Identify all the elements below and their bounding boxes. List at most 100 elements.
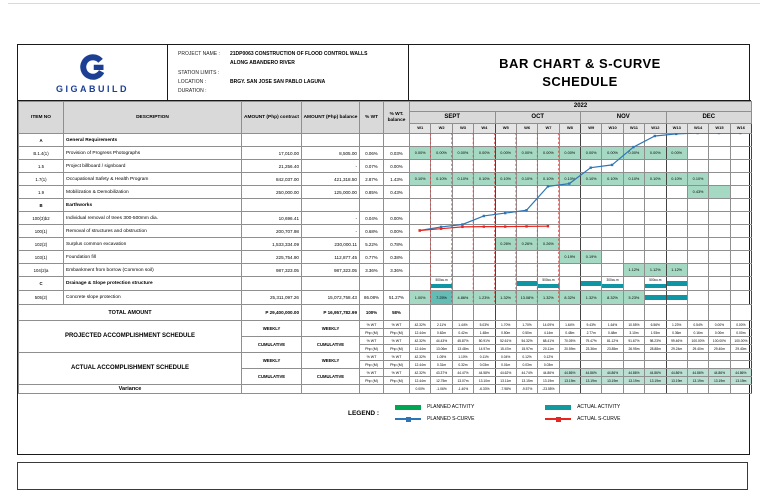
description-cell: Removal of structures and obstruction	[63, 224, 242, 238]
schedule-value-cell: 13.15m	[515, 376, 539, 385]
schedule-value-cell: -7.98%	[494, 384, 517, 394]
week-cell	[665, 211, 688, 225]
schedule-value-cell	[708, 360, 731, 369]
legend-line-swatch	[395, 416, 422, 422]
column-header: % WT	[359, 101, 384, 134]
week-cell	[708, 198, 731, 212]
schedule-value-cell: 0.50m	[515, 328, 539, 337]
project-info-row: ALONG ABANDERO RIVER	[178, 59, 408, 68]
month-header: SEPT	[409, 111, 496, 124]
footer-box	[17, 462, 748, 490]
activity-bar	[581, 281, 601, 286]
activity-bar	[517, 281, 537, 286]
total-weight: 100%	[359, 304, 384, 321]
week-cell	[665, 304, 688, 321]
weight-balance-cell	[383, 276, 410, 291]
week-cell	[686, 211, 710, 225]
schedule-value-cell: 91.67%	[622, 336, 646, 345]
amount-contract-cell: 1,533,334.09	[241, 237, 302, 251]
week-header: W10	[601, 123, 624, 134]
week-cell: 500cu.m	[537, 276, 560, 291]
project-info-value: BRGY. SAN JOSE SAN PABLO LAGUNA	[230, 78, 326, 85]
week-cell: 0.00%	[601, 146, 624, 160]
schedule-value-cell: 13.19m	[622, 376, 646, 385]
schedule-value-cell: 0.04%	[494, 352, 517, 361]
logo: GIGABUILD	[18, 45, 168, 101]
week-cell	[729, 276, 753, 291]
schedule-value-cell	[558, 360, 582, 369]
php-unit: Php (M)	[359, 344, 384, 353]
week-cell: 1.23%	[473, 290, 496, 305]
week-cell	[558, 159, 582, 173]
week-cell	[558, 211, 582, 225]
week-cell	[622, 211, 646, 225]
item-no-cell: 1.5	[18, 159, 64, 173]
schedule-value-cell: 0.48m	[558, 328, 582, 337]
schedule-value-cell: 23.36m	[579, 344, 603, 353]
week-cell	[644, 224, 667, 238]
week-cell	[708, 224, 731, 238]
week-cell	[644, 250, 667, 264]
legend-item: ACTUAL ACTIVITY	[545, 404, 695, 410]
schedule-value-cell: 44.86%	[708, 368, 731, 377]
quantity-label: 500cu.m	[435, 278, 448, 283]
legend-item: PLANNED S-CURVE	[395, 416, 545, 422]
item-no-cell: B.1.4(1)	[18, 146, 64, 160]
legend-item: PLANNED ACTIVITY	[395, 404, 545, 410]
schedule-value-cell	[601, 384, 624, 394]
week-cell: 0.43%	[686, 185, 710, 199]
week-header: W7	[537, 123, 560, 134]
week-cell: 0.00%	[473, 146, 496, 160]
table-row: B Earthworks	[18, 198, 753, 212]
cumulative-label: CUMULATIVE	[301, 368, 360, 385]
table-row: C Drainage & Slope protection structure 50…	[18, 276, 753, 291]
schedule-value-cell: 14.09%	[537, 320, 560, 329]
week-cell: 0.10%	[430, 172, 453, 186]
week-header: W4	[473, 123, 496, 134]
week-cell	[708, 133, 731, 147]
month-header: OCT	[494, 111, 581, 124]
schedule-value-cell: 44.86%	[601, 368, 624, 377]
week-cell	[622, 237, 646, 251]
schedule-value-cell: 13.07m	[451, 376, 475, 385]
week-cell	[686, 304, 710, 321]
week-cell	[729, 224, 753, 238]
week-cell	[408, 211, 432, 225]
document-title: BAR CHART & S-CURVE SCHEDULE	[409, 45, 751, 101]
quantity-label: 500cu.m	[542, 278, 555, 283]
activity-bar	[602, 284, 623, 288]
week-cell	[558, 237, 582, 251]
schedule-value-cell	[601, 352, 624, 361]
week-cell	[601, 263, 624, 277]
week-cell	[430, 133, 453, 147]
schedule-value-cell: 15.47m	[494, 344, 517, 353]
php-unit: Php (M)	[383, 360, 410, 369]
schedule-value-cell: 44.86%	[729, 368, 753, 377]
week-cell: 0.10%	[473, 172, 496, 186]
table-row: 1.7(1) Occupational Safety & Health Progr…	[18, 172, 753, 186]
week-cell	[473, 263, 496, 277]
item-no-cell: 1.7(1)	[18, 172, 64, 186]
schedule-value-cell: 45.87%	[451, 336, 475, 345]
week-cell	[644, 185, 667, 199]
week-cell: 0.19%	[579, 250, 603, 264]
week-cell: 1.12%	[665, 263, 688, 277]
activity-bar	[538, 284, 559, 288]
week-cell	[729, 250, 753, 264]
amount-contract-cell	[241, 276, 302, 291]
schedule-value-cell: 44.86%	[622, 368, 646, 377]
week-cell	[708, 290, 731, 305]
schedule-value-cell: 0.12%	[537, 352, 560, 361]
week-cell	[430, 263, 453, 277]
pct-unit: % WT	[359, 336, 384, 345]
schedule-value-cell: -9.57%	[515, 384, 539, 394]
weight-balance-cell: 0.00%	[383, 224, 410, 238]
schedule-value-cell: 0.00%	[708, 320, 731, 329]
week-cell: 0.26%	[515, 237, 539, 251]
schedule-value-cell: 1.93m	[644, 328, 667, 337]
week-cell	[708, 304, 731, 321]
week-cell: 1.12%	[622, 263, 646, 277]
pct-unit: % WT	[359, 352, 384, 361]
amount-contract-cell: 250,000.00	[241, 185, 302, 199]
amount-contract-cell: 842,037.00	[241, 172, 302, 186]
